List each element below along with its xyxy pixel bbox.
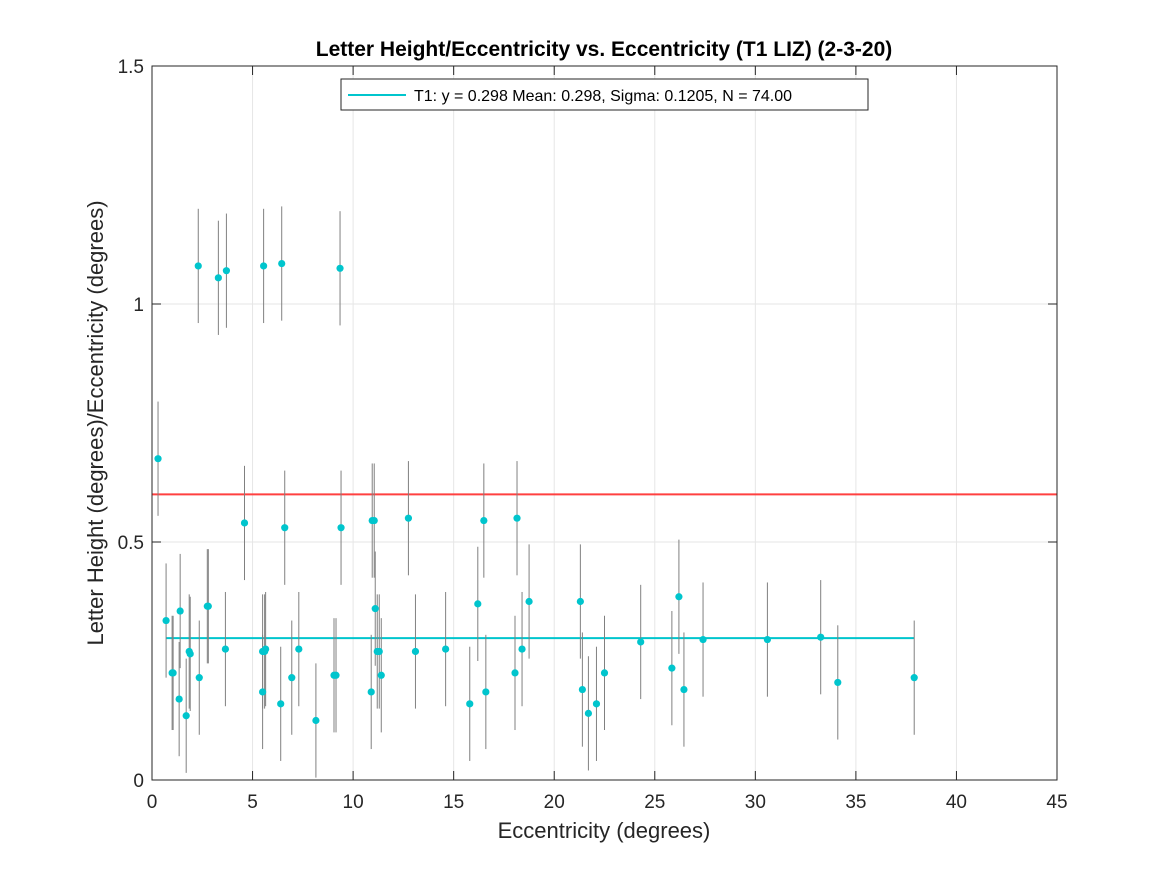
x-tick-label: 10 (343, 792, 364, 813)
x-tick-label: 15 (443, 792, 464, 813)
x-axis-ticks: 0 5 10 15 20 25 30 35 40 45 (147, 66, 1068, 813)
data-point (592, 700, 601, 708)
x-tick-label: 40 (946, 792, 967, 813)
x-tick-label: 35 (845, 792, 866, 813)
data-point (312, 716, 320, 725)
y-tick-label: 1 (133, 295, 144, 316)
plot-frame (151, 65, 1058, 781)
chart-title: Letter Height/Eccentricity vs. Eccentric… (316, 38, 893, 61)
y-axis-ticks: 0 0.5 1 1.5 (118, 57, 1057, 792)
data-point (411, 647, 420, 656)
legend-entry: T1: y = 0.298 Mean: 0.298, Sigma: 0.1205… (414, 88, 792, 105)
data-point (204, 602, 212, 610)
data-point (675, 593, 683, 601)
data-point (578, 685, 586, 694)
data-point (194, 262, 202, 270)
x-tick-label: 5 (247, 792, 258, 813)
data-point (162, 616, 170, 625)
data-point (214, 274, 222, 282)
data-point (278, 259, 286, 268)
data-point (154, 455, 162, 463)
data-point (404, 514, 413, 522)
data-point (240, 519, 249, 527)
data-point (834, 678, 842, 687)
data-point (442, 645, 450, 653)
x-tick-label: 30 (745, 792, 766, 813)
data-point (295, 645, 303, 653)
data-point (375, 647, 383, 656)
data-point (817, 633, 825, 641)
data-point (277, 700, 285, 708)
data-point (221, 645, 230, 653)
data-point (576, 597, 584, 606)
data-point (525, 597, 533, 606)
data-point (371, 605, 379, 613)
y-tick-label: 1.5 (118, 57, 144, 78)
data-point (482, 688, 490, 696)
data-point (169, 669, 177, 677)
data-point (337, 524, 345, 532)
data-points (154, 259, 918, 725)
data-point (680, 685, 688, 694)
data-point (370, 516, 378, 525)
data-point (584, 709, 593, 717)
data-point (176, 607, 184, 615)
data-point (175, 695, 183, 703)
data-point (259, 688, 267, 696)
y-tick-label: 0.5 (118, 533, 144, 554)
data-point (332, 671, 340, 679)
data-point (262, 645, 270, 653)
data-point (518, 645, 526, 653)
data-point (466, 700, 474, 708)
data-point (222, 267, 231, 275)
x-tick-label: 20 (544, 792, 565, 813)
data-point (511, 669, 519, 677)
legend: T1: y = 0.298 Mean: 0.298, Sigma: 0.1205… (340, 78, 869, 111)
data-point (668, 664, 676, 672)
x-tick-label: 0 (147, 792, 158, 813)
data-point (281, 524, 289, 532)
data-point (336, 264, 344, 272)
y-tick-label: 0 (133, 771, 144, 792)
data-point (367, 688, 375, 696)
data-point (474, 600, 482, 608)
y-axis-label: Letter Height (degrees)/Eccentricity (de… (83, 200, 108, 645)
data-point (699, 635, 707, 644)
data-point (600, 669, 609, 677)
x-axis-label: Eccentricity (degrees) (498, 818, 711, 843)
data-point (637, 638, 645, 646)
x-tick-label: 45 (1046, 792, 1067, 813)
data-point (260, 262, 268, 270)
data-point (195, 674, 203, 682)
data-point (288, 674, 296, 682)
data-point (763, 635, 772, 644)
data-point (513, 514, 521, 522)
data-point (377, 671, 385, 679)
x-tick-label: 25 (644, 792, 665, 813)
data-point (480, 516, 488, 525)
data-point (186, 650, 194, 658)
data-point (182, 712, 190, 720)
data-point (910, 674, 918, 682)
legend-box (340, 78, 869, 111)
